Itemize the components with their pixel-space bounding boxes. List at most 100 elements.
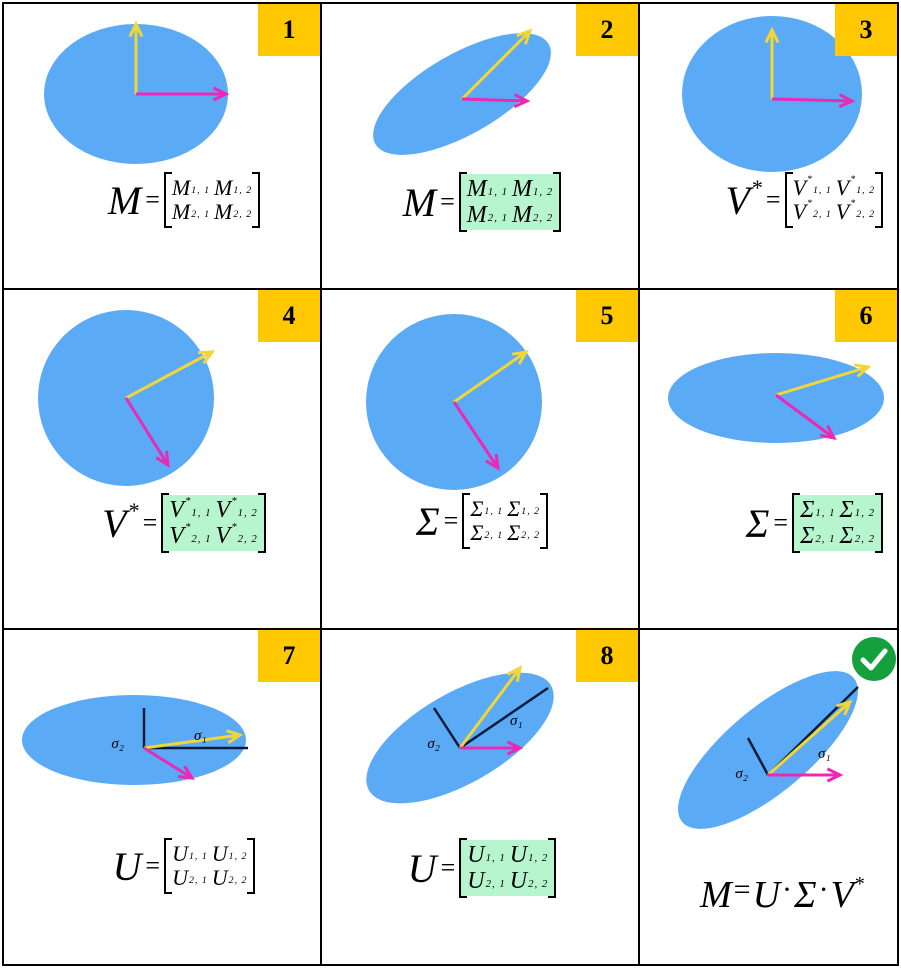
matrix-entry: V * 2, 1: [169, 520, 212, 549]
sigma-1-axis: [459, 686, 549, 750]
matrix-equation: U = U 1, 1 U 1, 2 U 2, 1 U 2, 2: [407, 838, 557, 898]
matrix-entry: Σ 1, 2: [839, 497, 875, 523]
sigma-2-axis: [432, 707, 462, 749]
magenta-vector-arrow: [143, 746, 195, 780]
matrix-entry: Σ 1, 2: [507, 496, 541, 521]
matrix-entry: V * 1, 1: [792, 174, 832, 200]
yellow-vector-arrow: [460, 28, 533, 101]
matrix-equation: V * = V * 1, 1 V * 1, 2 V * 2, 1 V * 2, 2: [102, 493, 266, 553]
yellow-vector-arrow: [453, 350, 529, 404]
yellow-vector-arrow: [125, 350, 216, 400]
equation-lhs: Σ: [745, 500, 770, 546]
matrix-2x2: Σ 1, 1 Σ 1, 2 Σ 2, 1 Σ 2, 2: [462, 493, 549, 549]
matrix-entry: V * 1, 2: [215, 494, 258, 523]
unit-ellipse: [678, 671, 858, 829]
sigma-2-label: σ₂: [427, 736, 440, 752]
matrix-entry: U 2, 1: [467, 868, 506, 894]
matrix-entry: U 1, 1: [467, 842, 506, 868]
step-panel-7: σ₁ σ₂ 7 U = U 1, 1 U 1, 2 U 2, 1 U 2, 2: [2, 628, 322, 966]
transform-illustration: [44, 20, 230, 164]
equation-token: Σ: [794, 874, 817, 916]
step-panel-8: σ₁ σ₂ 8 U = U 1, 1 U 1, 2 U 2, 1 U 2, 2: [320, 628, 640, 966]
equation-token: U: [752, 874, 781, 916]
step-number-badge: 1: [258, 4, 320, 56]
sigma-2-label: σ₂: [735, 766, 748, 782]
step-panel-4: 4 V * = V * 1, 1 V * 1, 2 V * 2, 1 V * 2, 2: [2, 288, 322, 630]
matrix-entry: M 2, 1: [466, 202, 508, 228]
equation-lhs: V *: [102, 497, 139, 546]
transform-illustration: σ₁ σ₂: [366, 665, 554, 804]
matrix-entry: Σ 1, 1: [800, 497, 836, 523]
magenta-vector-arrow: [768, 767, 844, 783]
equation-token: M: [700, 874, 732, 916]
magenta-vector-arrow: [136, 86, 230, 102]
step-panel-9: σ₁ σ₂ M = U · Σ · V *: [638, 628, 899, 966]
matrix-entry: M 1, 2: [512, 176, 554, 202]
magenta-vector-arrow: [124, 397, 170, 468]
step-number-badge: 4: [258, 290, 320, 342]
matrix-entry: V * 2, 2: [835, 198, 875, 224]
equation-lhs: M: [402, 179, 437, 225]
unit-ellipse: [22, 695, 246, 785]
magenta-vector-arrow: [461, 93, 531, 109]
yellow-vector-arrow: [458, 665, 523, 749]
matrix-equation: Σ = Σ 1, 1 Σ 1, 2 Σ 2, 1 Σ 2, 2: [415, 493, 549, 549]
matrix-2x2: V * 1, 1 V * 1, 2 V * 2, 1 V * 2, 2: [161, 493, 266, 553]
matrix-2x2: U 1, 1 U 1, 2 U 2, 1 U 2, 2: [459, 838, 557, 898]
yellow-vector-arrow: [764, 26, 780, 99]
yellow-vector-arrow: [775, 363, 872, 397]
equation-lhs: U: [407, 845, 437, 891]
step-number-badge: 7: [258, 630, 320, 682]
matrix-equation: U = U 1, 1 U 1, 2 U 2, 1 U 2, 2: [112, 838, 256, 894]
sigma-1-label: σ₁: [510, 713, 523, 729]
step-number-badge: 8: [576, 630, 638, 682]
matrix-equation: Σ = Σ 1, 1 Σ 1, 2 Σ 2, 1 Σ 2, 2: [745, 493, 883, 553]
transform-illustration: [366, 314, 542, 490]
matrix-entry: M 1, 2: [214, 175, 253, 200]
transform-illustration: [38, 310, 216, 486]
matrix-2x2: M 1, 1 M 1, 2 M 2, 1 M 2, 2: [163, 172, 261, 228]
matrix-entry: V * 2, 2: [215, 520, 258, 549]
transform-illustration: σ₁ σ₂: [678, 671, 859, 829]
sigma-1-label: σ₁: [194, 728, 207, 744]
yellow-vector-arrow: [143, 729, 244, 750]
matrix-entry: M 2, 1: [171, 199, 210, 224]
matrix-entry: M 1, 1: [466, 176, 508, 202]
unit-ellipse: [668, 353, 884, 443]
svd-identity-equation: M = U · Σ · V *: [700, 873, 864, 916]
matrix-equation: M = M 1, 1 M 1, 2 M 2, 1 M 2, 2: [402, 172, 562, 232]
unit-ellipse: [366, 672, 554, 804]
magenta-vector-arrow: [460, 740, 524, 756]
check-circle-icon: [852, 637, 896, 681]
yellow-vector-arrow: [767, 699, 853, 777]
transform-illustration: [682, 16, 862, 172]
matrix-entry: Σ 2, 1: [800, 523, 836, 549]
matrix-entry: Σ 2, 1: [470, 520, 504, 545]
magenta-vector-arrow: [771, 93, 856, 109]
sigma-2-label: σ₂: [111, 736, 124, 752]
step-number-badge: 3: [835, 4, 897, 56]
equation-token: ·: [782, 873, 793, 906]
equation-token: V: [830, 874, 854, 916]
matrix-entry: Σ 2, 2: [507, 520, 541, 545]
matrix-2x2: U 1, 1 U 1, 2 U 2, 1 U 2, 2: [164, 838, 256, 894]
transform-illustration: [373, 28, 551, 155]
magenta-vector-arrow: [452, 401, 500, 471]
step-panel-1: 1 M = M 1, 1 M 1, 2 M 2, 1 M 2, 2: [2, 2, 322, 290]
matrix-entry: V * 1, 1: [169, 494, 212, 523]
equation-token: ·: [818, 873, 829, 906]
equation-lhs: Σ: [415, 498, 440, 544]
transform-illustration: σ₁ σ₂: [22, 695, 248, 785]
matrix-entry: U 2, 2: [509, 868, 549, 894]
matrix-entry: U 1, 2: [509, 842, 549, 868]
step-number-badge: 5: [576, 290, 638, 342]
step-panel-2: 2 M = M 1, 1 M 1, 2 M 2, 1 M 2, 2: [320, 2, 640, 290]
equation-lhs: V *: [725, 174, 762, 223]
sigma-2-axis: [746, 737, 770, 776]
yellow-vector-arrow: [128, 20, 144, 94]
matrix-entry: Σ 1, 1: [470, 496, 504, 521]
matrix-entry: V * 1, 2: [835, 174, 875, 200]
equation-lhs: U: [112, 843, 142, 889]
matrix-entry: M 2, 2: [214, 199, 253, 224]
